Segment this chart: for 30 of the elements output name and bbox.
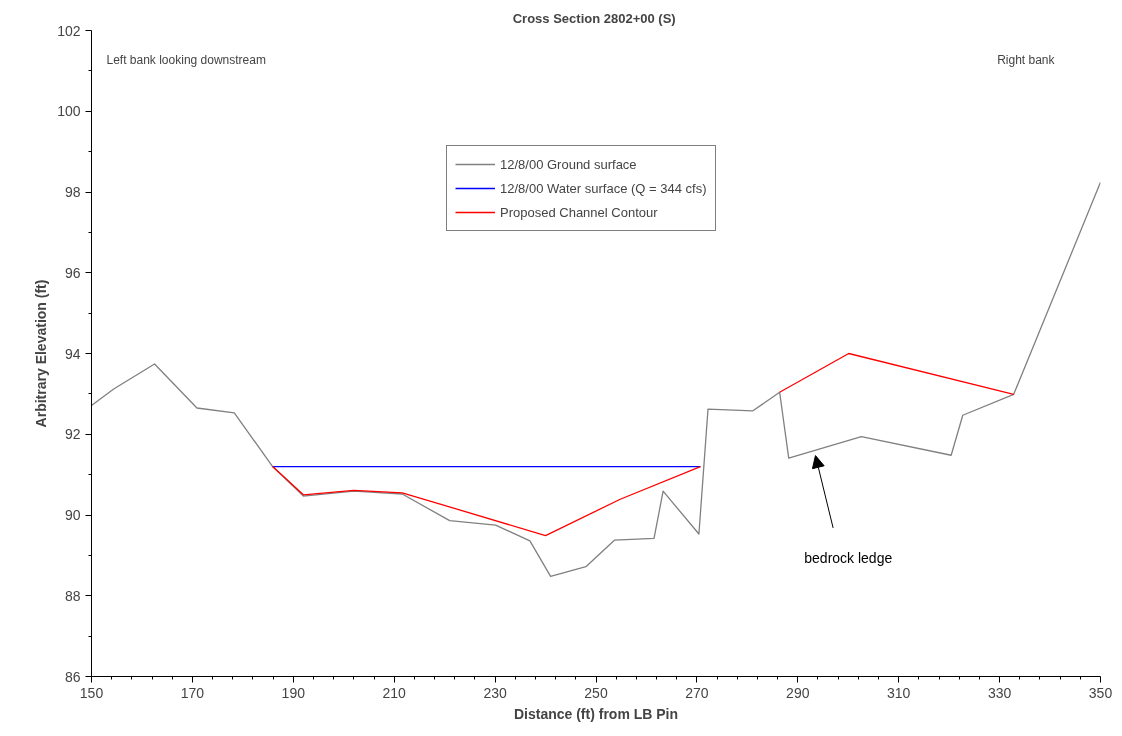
annotation: Right bank xyxy=(997,52,1056,67)
x-axis-title: Distance (ft) from LB Pin xyxy=(513,705,679,722)
x-tick-label: 330 xyxy=(987,684,1012,701)
y-tick-label: 98 xyxy=(64,184,81,200)
x-tick-label: 230 xyxy=(483,684,507,701)
y-tick-label: 86 xyxy=(64,668,81,685)
y-axis-title: Arbitrary Elevation (ft) xyxy=(33,279,50,428)
y-tick-label: 90 xyxy=(64,507,81,523)
annotation: Left bank looking downstream xyxy=(106,52,266,67)
legend-label: Proposed Channel Contour xyxy=(500,203,658,221)
x-tick-label: 310 xyxy=(887,684,911,701)
x-tick-label: 190 xyxy=(281,684,306,701)
line-series xyxy=(91,181,1101,578)
x-tick-label: 350 xyxy=(1088,684,1113,701)
x-tick-label: 170 xyxy=(180,684,205,701)
y-tick-label: 94 xyxy=(64,345,81,362)
chart-title: Cross Section 2802+00 (S) xyxy=(512,10,676,26)
annotation: bedrock ledge xyxy=(804,550,893,567)
x-tick-label: 270 xyxy=(685,684,709,701)
x-tick-label: 290 xyxy=(786,684,810,701)
legend-label: 12/8/00 Water surface (Q = 344 cfs) xyxy=(500,179,707,197)
y-tick-label: 92 xyxy=(64,426,81,443)
x-tick-label: 250 xyxy=(584,684,608,701)
y-tick-label: 96 xyxy=(64,264,81,281)
x-tick-label: 210 xyxy=(382,684,407,701)
y-tick-label: 102 xyxy=(57,22,81,39)
y-tick-label: 100 xyxy=(57,103,81,120)
legend-label: 12/8/00 Ground surface xyxy=(500,155,637,173)
x-tick-label: 150 xyxy=(79,684,104,701)
y-tick-label: 88 xyxy=(64,587,81,604)
